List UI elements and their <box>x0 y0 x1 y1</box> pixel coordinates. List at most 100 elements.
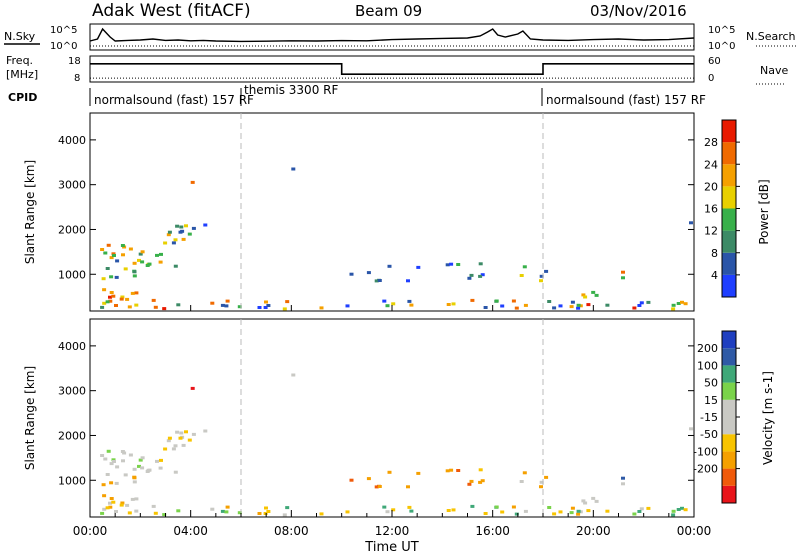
power-cell <box>632 306 637 310</box>
power-cell <box>127 305 132 309</box>
freq-series <box>90 62 694 79</box>
power-cell <box>119 297 124 301</box>
power-cell <box>114 304 118 307</box>
power-cell <box>184 224 188 228</box>
power-cell <box>237 305 242 309</box>
velocity-cell <box>391 508 396 512</box>
velocity-cell <box>105 473 110 476</box>
velocity-cell <box>138 458 143 462</box>
power-ylabel: Slant Range [km] <box>23 160 37 264</box>
power-cell <box>480 273 485 277</box>
velocity-ytick-label: 2000 <box>58 429 86 442</box>
velocity-cell <box>478 480 483 484</box>
power-cell <box>173 238 178 242</box>
velocity-colorbar-tick-label: 15 <box>704 394 718 407</box>
power-cell <box>111 294 116 298</box>
power-cell <box>134 291 139 295</box>
velocity-cell <box>583 501 588 505</box>
power-cell <box>266 304 271 307</box>
velocity-cell <box>159 458 163 462</box>
power-cell <box>121 253 125 257</box>
cpid-label: CPID <box>8 91 37 104</box>
power-cell <box>176 303 181 307</box>
power-cell <box>153 305 158 309</box>
cpid-segment-3: normalsound (fast) 157 RF <box>546 93 706 107</box>
velocity-cell <box>558 510 563 514</box>
power-cell <box>500 304 505 308</box>
velocity-cell <box>539 485 543 489</box>
power-colorbar-swatch <box>722 142 736 165</box>
velocity-ytick-label: 3000 <box>58 385 86 398</box>
power-cell <box>108 295 112 299</box>
velocity-cell <box>134 497 139 501</box>
velocity-cell <box>151 504 156 508</box>
noise-left-tick-bottom: 10^0 <box>50 41 77 52</box>
velocity-cell <box>175 430 180 434</box>
power-cell <box>112 254 116 257</box>
power-cell <box>173 264 178 268</box>
power-cell <box>514 306 519 310</box>
frequency-line <box>90 62 694 75</box>
power-cell <box>594 293 599 297</box>
power-colorbar-swatch <box>722 208 736 231</box>
power-colorbar-label: Power [dB] <box>757 179 771 244</box>
power-cell <box>155 253 159 257</box>
power-cell <box>163 241 168 245</box>
power-cell <box>387 264 392 268</box>
velocity-cell <box>166 439 171 443</box>
velocity-panel-frame <box>89 318 695 518</box>
velocity-cell <box>178 436 183 440</box>
xtick-label: 16:00 <box>475 524 510 538</box>
power-cell <box>105 267 110 270</box>
velocity-cell <box>467 482 472 486</box>
power-cell <box>374 279 379 283</box>
power-colorbar-tick-label: 24 <box>704 158 718 171</box>
power-colorbar-tick-label: 20 <box>704 180 718 193</box>
xtick-label: 08:00 <box>274 524 309 538</box>
velocity-cell <box>382 505 387 509</box>
power-heatmap <box>100 167 693 311</box>
velocity-cell <box>224 510 229 514</box>
velocity-heatmap <box>100 373 693 517</box>
noise-series <box>89 27 695 47</box>
velocity-colorbar-tick-label: 100 <box>697 359 718 372</box>
velocity-cell <box>594 499 599 503</box>
xtick-label: 00:00 <box>677 524 712 538</box>
velocity-cell <box>522 471 527 475</box>
cpid-segment-2: themis 3300 RF <box>244 83 338 97</box>
velocity-cell <box>120 450 125 453</box>
power-cell <box>125 297 130 301</box>
velocity-cell <box>109 497 114 500</box>
power-colorbar: 4 8 12 16 20 24 28 <box>704 119 740 298</box>
power-colorbar-swatch <box>722 252 736 275</box>
velocity-colorbar-swatch <box>722 417 736 435</box>
power-cell <box>385 304 390 308</box>
beam-label: Beam 09 <box>355 2 422 20</box>
velocity-cell <box>109 481 114 485</box>
power-cell <box>105 300 110 304</box>
velocity-cell <box>123 473 128 477</box>
xaxis-label: Time UT <box>364 540 418 554</box>
power-cell <box>349 272 354 276</box>
velocity-cell <box>237 511 242 515</box>
power-cell <box>123 267 128 271</box>
power-cell <box>639 301 644 305</box>
power-colorbar-swatch <box>722 186 736 209</box>
power-cell <box>109 275 114 279</box>
power-cell <box>605 303 610 307</box>
velocity-cell <box>409 509 414 513</box>
velocity-cell <box>225 505 230 509</box>
power-cell <box>114 275 119 279</box>
velocity-cell <box>121 459 125 463</box>
power-cell <box>181 237 186 241</box>
power-cell <box>391 302 396 306</box>
power-cell <box>449 262 454 266</box>
xtick-label: 20:00 <box>576 524 611 538</box>
power-cell <box>130 291 135 295</box>
power-cell <box>140 260 145 264</box>
velocity-cell <box>451 508 456 512</box>
velocity-cell <box>114 481 119 485</box>
velocity-cell <box>494 505 499 509</box>
power-cell <box>576 303 581 307</box>
velocity-cell <box>366 477 371 481</box>
